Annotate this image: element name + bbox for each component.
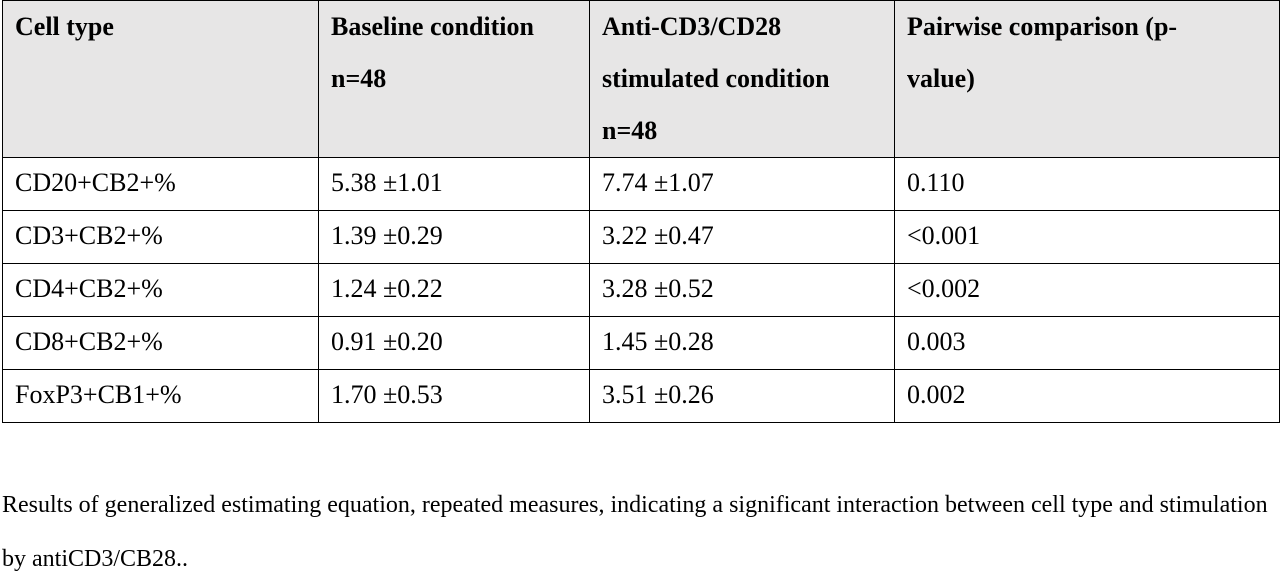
baseline-value: 5.38 ±1.01 (318, 157, 590, 211)
stimulated-value: 3.28 ±0.52 (589, 263, 895, 317)
table-row: CD4+CB2+% 1.24 ±0.22 3.28 ±0.52 <0.002 (2, 263, 1280, 317)
header-cell-type: Cell type (2, 0, 319, 158)
p-value: 0.003 (894, 316, 1280, 370)
header-line: n=48 (331, 64, 387, 93)
header-stimulated-condition: Anti-CD3/CD28 stimulated condition n=48 (589, 0, 895, 158)
stimulated-value: 3.22 ±0.47 (589, 210, 895, 264)
header-line: Cell type (15, 12, 114, 41)
header-line: n=48 (602, 116, 658, 145)
table-row: FoxP3+CB1+% 1.70 ±0.53 3.51 ±0.26 0.002 (2, 369, 1280, 423)
p-value: <0.002 (894, 263, 1280, 317)
header-line: Anti-CD3/CD28 (602, 12, 782, 41)
table-body: CD20+CB2+% 5.38 ±1.01 7.74 ±1.07 0.110 C… (2, 157, 1280, 423)
header-baseline-condition: Baseline condition n=48 (318, 0, 590, 158)
header-row: Cell type Baseline condition n=48 Anti-C… (2, 0, 1280, 158)
baseline-value: 0.91 ±0.20 (318, 316, 590, 370)
baseline-value: 1.39 ±0.29 (318, 210, 590, 264)
table-row: CD20+CB2+% 5.38 ±1.01 7.74 ±1.07 0.110 (2, 157, 1280, 211)
cell-type-value: CD3+CB2+% (2, 210, 319, 264)
header-line: Pairwise comparison (p- (907, 12, 1178, 41)
p-value: <0.001 (894, 210, 1280, 264)
table-row: CD8+CB2+% 0.91 ±0.20 1.45 ±0.28 0.003 (2, 316, 1280, 370)
stimulated-value: 7.74 ±1.07 (589, 157, 895, 211)
baseline-value: 1.24 ±0.22 (318, 263, 590, 317)
cell-type-value: FoxP3+CB1+% (2, 369, 319, 423)
table-caption: Results of generalized estimating equati… (2, 492, 1268, 572)
table-row: CD3+CB2+% 1.39 ±0.29 3.22 ±0.47 <0.001 (2, 210, 1280, 264)
cell-type-value: CD4+CB2+% (2, 263, 319, 317)
baseline-value: 1.70 ±0.53 (318, 369, 590, 423)
cell-type-value: CD8+CB2+% (2, 316, 319, 370)
p-value: 0.002 (894, 369, 1280, 423)
header-line: Baseline condition (331, 12, 534, 41)
stimulated-value: 3.51 ±0.26 (589, 369, 895, 423)
cell-type-value: CD20+CB2+% (2, 157, 319, 211)
header-line: value) (907, 64, 975, 93)
header-pairwise-comparison: Pairwise comparison (p- value) (894, 0, 1280, 158)
header-line: stimulated condition (602, 64, 830, 93)
table-header: Cell type Baseline condition n=48 Anti-C… (2, 0, 1280, 158)
stimulated-value: 1.45 ±0.28 (589, 316, 895, 370)
p-value: 0.110 (894, 157, 1280, 211)
results-table: Cell type Baseline condition n=48 Anti-C… (2, 0, 1280, 423)
